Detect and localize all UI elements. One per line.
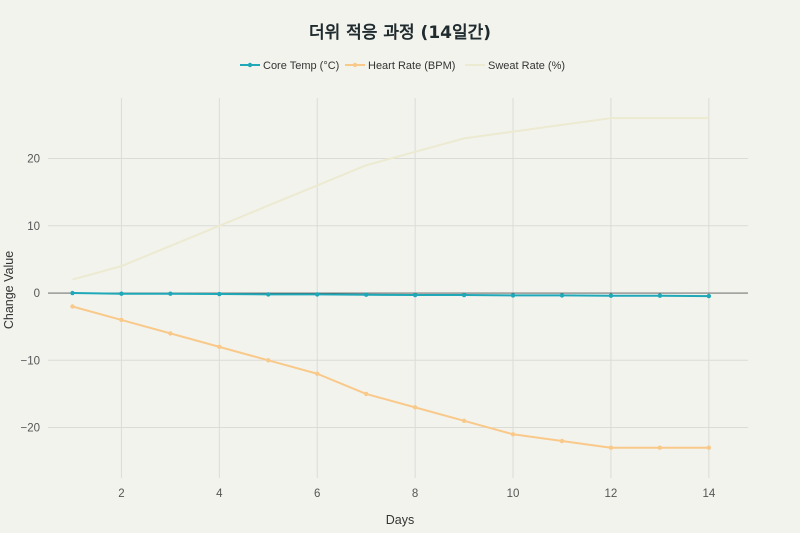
series-layer bbox=[70, 118, 711, 450]
data-point bbox=[217, 345, 221, 349]
legend-marker bbox=[248, 63, 252, 67]
x-axis-title: Days bbox=[386, 513, 414, 527]
data-point bbox=[315, 292, 319, 296]
data-point bbox=[266, 292, 270, 296]
data-point bbox=[70, 291, 74, 295]
data-point bbox=[168, 331, 172, 335]
legend-label: Sweat Rate (%) bbox=[488, 60, 565, 72]
data-point bbox=[707, 446, 711, 450]
x-tick-label: 12 bbox=[605, 488, 618, 500]
data-point bbox=[462, 419, 466, 423]
legend-item[interactable]: Sweat Rate (%) bbox=[465, 60, 565, 72]
y-tick-label: 0 bbox=[34, 288, 40, 300]
data-point bbox=[511, 293, 515, 297]
series-1 bbox=[70, 304, 711, 450]
data-point bbox=[658, 294, 662, 298]
legend-label: Core Temp (°C) bbox=[263, 60, 339, 72]
legend-marker bbox=[353, 63, 357, 67]
x-tick-label: 14 bbox=[702, 488, 715, 500]
data-point bbox=[560, 439, 564, 443]
x-tick-label: 10 bbox=[507, 488, 520, 500]
legend-item[interactable]: Core Temp (°C) bbox=[240, 60, 339, 72]
data-point bbox=[560, 293, 564, 297]
x-tick-label: 2 bbox=[118, 488, 124, 500]
x-tick-label: 4 bbox=[216, 488, 223, 500]
data-point bbox=[658, 446, 662, 450]
data-point bbox=[413, 405, 417, 409]
y-axis-title: Change Value bbox=[2, 251, 16, 329]
series-2 bbox=[72, 118, 708, 279]
x-tick-label: 6 bbox=[314, 488, 320, 500]
x-tick-label: 8 bbox=[412, 488, 418, 500]
legend-label: Heart Rate (BPM) bbox=[368, 60, 455, 72]
data-point bbox=[364, 293, 368, 297]
data-point bbox=[119, 318, 123, 322]
chart-title: 더위 적응 과정 (14일간) bbox=[309, 23, 491, 43]
grid bbox=[48, 98, 748, 478]
data-point bbox=[364, 392, 368, 396]
y-tick-label: 10 bbox=[27, 221, 40, 233]
data-point bbox=[168, 292, 172, 296]
data-point bbox=[266, 358, 270, 362]
y-tick-label: −20 bbox=[20, 423, 40, 435]
series-line bbox=[72, 307, 708, 448]
y-tick-label: 20 bbox=[27, 154, 40, 166]
data-point bbox=[217, 292, 221, 296]
data-point bbox=[462, 293, 466, 297]
data-point bbox=[609, 294, 613, 298]
data-point bbox=[315, 372, 319, 376]
data-point bbox=[511, 432, 515, 436]
series-line bbox=[72, 293, 708, 296]
data-point bbox=[609, 446, 613, 450]
series-0 bbox=[70, 291, 711, 298]
data-point bbox=[119, 292, 123, 296]
y-tick-label: −10 bbox=[20, 355, 40, 367]
data-point bbox=[707, 294, 711, 298]
data-point bbox=[70, 304, 74, 308]
data-point bbox=[413, 293, 417, 297]
legend: Core Temp (°C) Heart Rate (BPM) Sweat Rate… bbox=[240, 60, 565, 72]
legend-item[interactable]: Heart Rate (BPM) bbox=[345, 60, 455, 72]
series-line bbox=[72, 118, 708, 279]
